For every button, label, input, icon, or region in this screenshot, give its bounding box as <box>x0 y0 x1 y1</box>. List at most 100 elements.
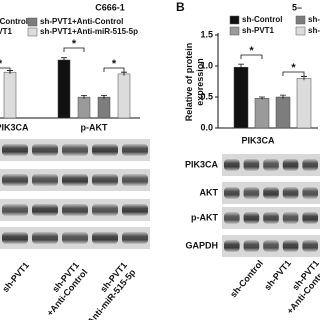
blot-band <box>122 204 148 216</box>
blot-band <box>243 212 260 224</box>
blot-band <box>32 144 58 156</box>
blot-band <box>282 212 299 224</box>
significance-bracket <box>240 54 263 59</box>
blot-band <box>243 159 260 171</box>
blot-band <box>302 187 318 199</box>
bar <box>3 71 17 119</box>
x-tick-label: p-AKT <box>81 122 108 132</box>
error-bar <box>301 76 307 81</box>
significance-mark: * <box>249 45 254 57</box>
blot-band <box>62 144 88 156</box>
error-bar <box>259 96 265 100</box>
y-axis-label-line: Relative of protein <box>184 43 194 122</box>
bar <box>117 73 131 119</box>
legend-swatch <box>295 15 306 25</box>
blot-band <box>32 204 58 216</box>
legend-label: sh-PVT1+Anti-miR-515-5p <box>40 27 138 36</box>
significance-bracket <box>103 67 125 72</box>
legend-swatch <box>229 15 240 25</box>
blot-band <box>92 144 118 156</box>
bar <box>233 66 249 129</box>
legend-swatch <box>229 26 240 36</box>
blot-band <box>282 159 299 171</box>
blot-band <box>224 187 240 199</box>
significance-mark: * <box>0 58 3 70</box>
significance-mark: * <box>291 62 296 74</box>
legend-swatch <box>27 17 38 27</box>
blot-row-label: p-AKT <box>191 212 218 222</box>
x-tick-label: PIK3CA <box>0 122 29 132</box>
blot-band <box>92 174 118 186</box>
legend-swatch <box>295 26 306 36</box>
blot-band <box>224 212 240 224</box>
blot-row-label: GAPDH <box>185 240 218 250</box>
legend-label: sh-Control <box>0 17 28 26</box>
bar <box>57 59 71 119</box>
significance-bracket <box>282 71 305 76</box>
error-bar <box>238 63 244 71</box>
blot-band <box>243 240 260 252</box>
blot-band <box>122 232 148 244</box>
legend-label: sh-PVT1 <box>0 27 13 36</box>
y-tick-label: 0.5 <box>200 91 213 101</box>
legend-label: sh-PVT1+Anti-miR-515-5p <box>308 26 320 35</box>
blot-band <box>62 174 88 186</box>
blot-band <box>122 144 148 156</box>
blot-band <box>302 212 318 224</box>
blot-band <box>2 174 28 186</box>
error-bar <box>61 57 67 63</box>
blot-band <box>32 232 58 244</box>
blot-band <box>92 204 118 216</box>
significance-mark: * <box>72 38 77 50</box>
error-bar <box>121 71 127 76</box>
bar <box>254 97 270 129</box>
legend-label: sh-PVT1+Anti-Control <box>40 17 123 26</box>
blot-band <box>302 159 318 171</box>
significance-mark: * <box>112 58 117 70</box>
y-tick-label: 0.0 <box>200 122 213 132</box>
panel-label: B <box>176 0 185 14</box>
blot-band <box>243 187 260 199</box>
blot-band <box>2 232 28 244</box>
blot-band <box>62 204 88 216</box>
bar <box>275 96 291 129</box>
blot-band <box>224 159 240 171</box>
blot-band <box>2 204 28 216</box>
blot-band <box>282 240 299 252</box>
legend-label: sh-Control <box>242 15 282 24</box>
y-tick-label: 1.0 <box>200 60 213 70</box>
bar <box>77 96 91 119</box>
blot-band <box>263 240 279 252</box>
blot-band <box>92 232 118 244</box>
y-axis-label-line: expression <box>195 58 205 106</box>
blot-band <box>263 187 279 199</box>
legend-label: sh-PVT1 <box>242 26 275 35</box>
panel-title: C666-1 <box>95 2 125 12</box>
error-bar <box>101 94 107 99</box>
bar <box>97 96 111 119</box>
blot-band <box>302 240 318 252</box>
blot-row-label: AKT <box>200 187 219 197</box>
blot-band <box>224 240 240 252</box>
panel-title: 5– <box>292 2 302 12</box>
x-tick-label: PIK3CA <box>241 135 275 145</box>
blot-band <box>2 144 28 156</box>
legend-swatch <box>27 27 38 37</box>
blot-band <box>32 174 58 186</box>
blot-row-label: PIK3CA <box>185 159 219 169</box>
significance-bracket <box>63 47 85 52</box>
blot-band <box>62 232 88 244</box>
error-bar <box>81 94 87 99</box>
blot-band <box>263 159 279 171</box>
blot-band <box>122 174 148 186</box>
y-axis-label: Relative of proteinexpression <box>184 43 205 122</box>
significance-bracket <box>0 67 11 72</box>
blot-band <box>263 212 279 224</box>
y-tick-label: 1.5 <box>200 29 213 39</box>
bar <box>296 78 312 129</box>
legend-label: sh-PVT1+Anti-Control <box>308 15 320 24</box>
error-bar <box>280 94 286 99</box>
blot-band <box>282 187 299 199</box>
